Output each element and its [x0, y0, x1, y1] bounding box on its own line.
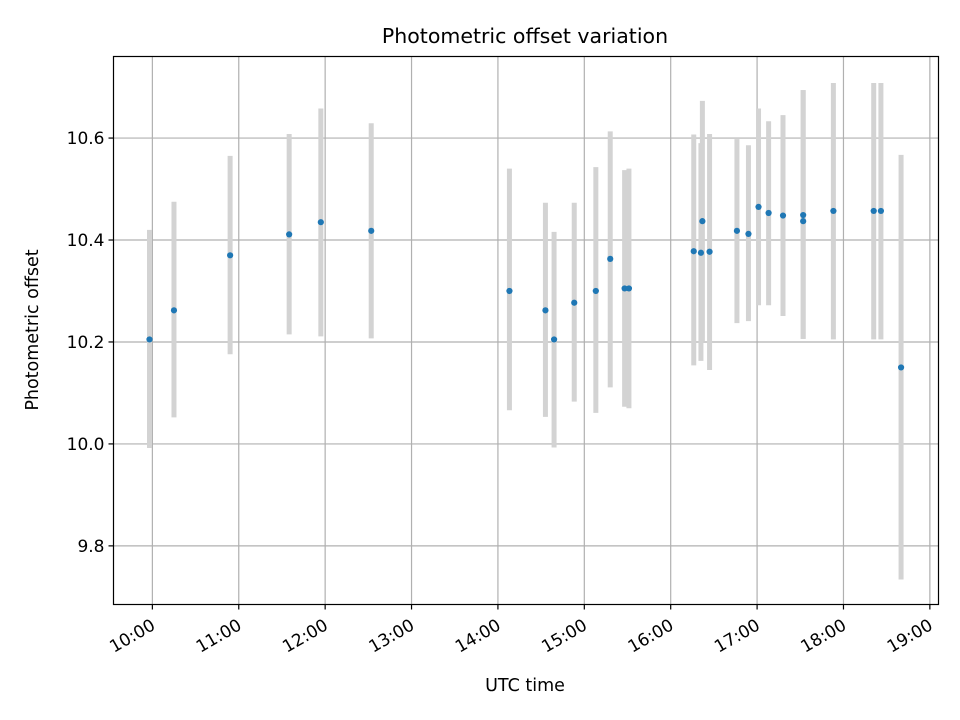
- data-point: [592, 287, 599, 295]
- data-point: [550, 336, 558, 343]
- data-point: [506, 287, 513, 295]
- data-point: [607, 255, 614, 262]
- data-point: [146, 336, 153, 343]
- data-point: [706, 248, 713, 255]
- x-axis-label: UTC time: [485, 676, 565, 696]
- data-point: [800, 218, 807, 225]
- data-point: [170, 307, 178, 314]
- y-axis-label: Photometric offset: [23, 249, 43, 410]
- chart-title: Photometric offset variation: [382, 24, 668, 48]
- data-markers: [146, 203, 905, 371]
- data-point: [877, 207, 885, 215]
- data-point: [830, 207, 837, 215]
- data-point: [621, 285, 628, 292]
- data-point: [690, 248, 697, 255]
- y-axis: 9.8 10.0 10.2 10.4 10.6: [67, 129, 114, 557]
- data-point: [897, 364, 905, 371]
- data-point: [800, 211, 807, 219]
- y-tick-label: 10.0: [67, 435, 105, 455]
- data-point: [699, 218, 706, 225]
- data-point: [368, 227, 375, 234]
- data-point: [227, 252, 234, 259]
- y-tick-label: 10.6: [67, 129, 105, 149]
- data-point: [733, 227, 741, 234]
- data-point: [542, 307, 549, 314]
- data-point: [765, 209, 772, 217]
- data-point: [286, 231, 293, 238]
- y-tick-label: 9.8: [77, 537, 104, 557]
- data-point: [317, 219, 324, 226]
- data-point: [755, 203, 762, 210]
- y-tick-label: 10.4: [67, 231, 105, 251]
- data-point: [697, 249, 705, 256]
- data-point: [745, 230, 752, 237]
- data-point: [571, 299, 578, 306]
- data-point: [870, 207, 877, 215]
- y-tick-label: 10.2: [67, 333, 105, 353]
- data-point: [625, 285, 633, 292]
- plot-frame: [112, 55, 940, 606]
- data-point: [779, 212, 787, 219]
